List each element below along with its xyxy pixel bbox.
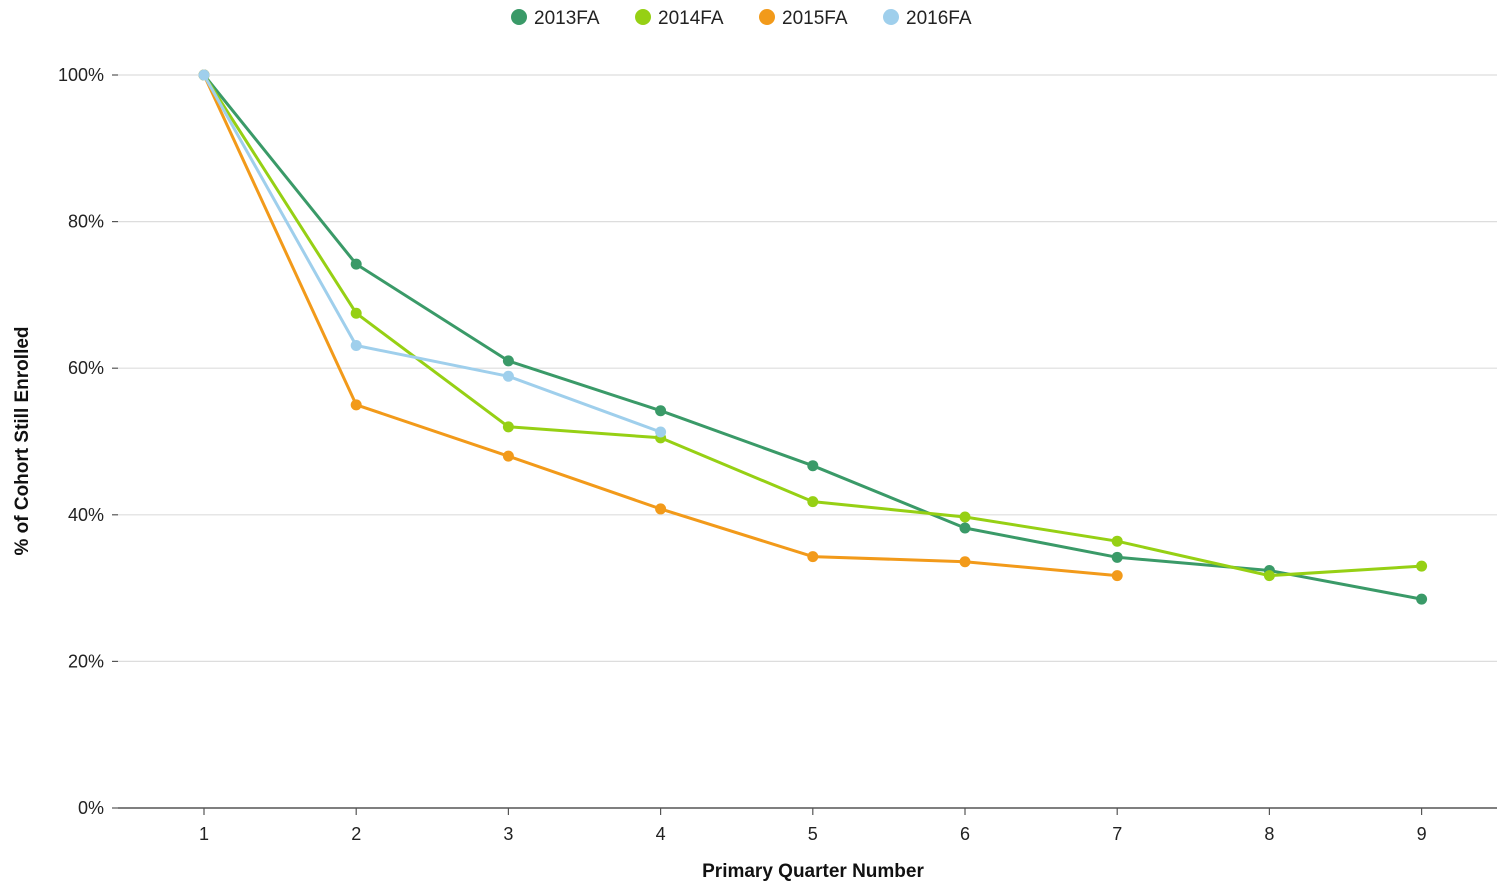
data-point bbox=[350, 258, 362, 270]
data-point bbox=[807, 496, 819, 508]
data-point bbox=[959, 522, 971, 534]
x-tick-label: 9 bbox=[1417, 824, 1427, 844]
legend-label: 2013FA bbox=[534, 8, 600, 29]
x-tick-label: 3 bbox=[503, 824, 513, 844]
data-point bbox=[807, 551, 819, 563]
series-2013FA bbox=[198, 69, 1428, 605]
series-2016FA bbox=[198, 69, 667, 438]
y-tick-label: 0% bbox=[78, 798, 104, 818]
data-point bbox=[502, 421, 514, 433]
data-point bbox=[1416, 593, 1428, 605]
legend-item: 2016FA bbox=[883, 8, 972, 29]
legend-marker bbox=[511, 9, 527, 25]
series-2014FA bbox=[198, 69, 1428, 582]
data-point bbox=[198, 69, 210, 81]
legend-item: 2014FA bbox=[635, 8, 724, 29]
data-point bbox=[350, 339, 362, 351]
x-tick-label: 6 bbox=[960, 824, 970, 844]
data-point bbox=[655, 405, 667, 417]
y-tick-label: 40% bbox=[68, 505, 104, 525]
data-point bbox=[655, 426, 667, 438]
series-2015FA bbox=[198, 69, 1123, 582]
y-tick-label: 20% bbox=[68, 651, 104, 671]
y-axis-title: % of Cohort Still Enrolled bbox=[12, 326, 33, 555]
gridlines bbox=[118, 74, 1497, 663]
legend-label: 2014FA bbox=[658, 8, 724, 29]
legend-label: 2015FA bbox=[782, 8, 848, 29]
x-tick-label: 4 bbox=[656, 824, 666, 844]
y-axis: 0% 20% 40% 60% 80% 100% bbox=[58, 65, 118, 818]
data-point bbox=[959, 511, 971, 523]
data-point bbox=[959, 556, 971, 568]
y-tick-label: 100% bbox=[58, 65, 104, 85]
y-tick-label: 80% bbox=[68, 212, 104, 232]
legend-marker bbox=[759, 9, 775, 25]
x-axis: 1 2 3 4 5 6 7 8 9 bbox=[118, 807, 1497, 844]
data-point bbox=[350, 399, 362, 411]
data-point bbox=[350, 307, 362, 319]
series-line bbox=[202, 74, 662, 434]
x-tick-label: 1 bbox=[199, 824, 209, 844]
data-point bbox=[807, 460, 819, 472]
data-point bbox=[502, 370, 514, 382]
data-point bbox=[1111, 535, 1123, 547]
x-tick-label: 5 bbox=[808, 824, 818, 844]
legend-marker bbox=[883, 9, 899, 25]
data-point bbox=[502, 355, 514, 367]
y-tick-label: 60% bbox=[68, 358, 104, 378]
legend-item: 2013FA bbox=[511, 8, 600, 29]
x-tick-label: 7 bbox=[1112, 824, 1122, 844]
data-point bbox=[655, 503, 667, 515]
series-line bbox=[202, 74, 1118, 578]
x-tick-label: 2 bbox=[351, 824, 361, 844]
series-group bbox=[198, 69, 1428, 605]
chart-legend: 2013FA 2014FA 2015FA 2016FA bbox=[511, 8, 972, 29]
legend-label: 2016FA bbox=[906, 8, 972, 29]
x-tick-label: 8 bbox=[1264, 824, 1274, 844]
data-point bbox=[502, 450, 514, 462]
data-point bbox=[1263, 570, 1275, 582]
x-axis-title: Primary Quarter Number bbox=[702, 861, 924, 882]
legend-item: 2015FA bbox=[759, 8, 848, 29]
data-point bbox=[1416, 560, 1428, 572]
data-point bbox=[1111, 570, 1123, 582]
legend-marker bbox=[635, 9, 651, 25]
data-point bbox=[1111, 551, 1123, 563]
